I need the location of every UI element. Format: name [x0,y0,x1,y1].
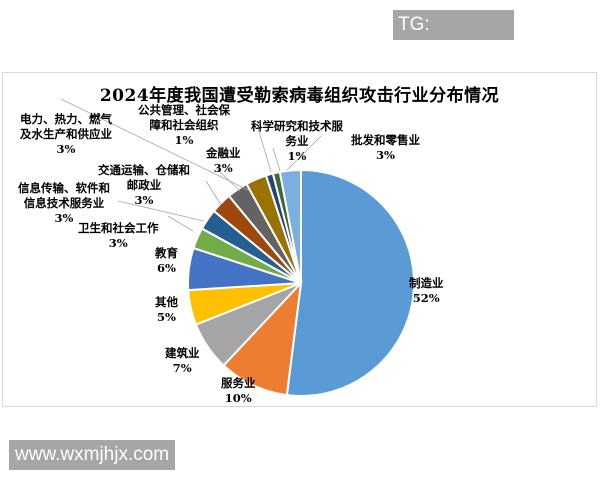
leader-lines [60,98,322,232]
leader-line-science [272,147,281,172]
label-education: 教育 6% [155,246,178,275]
chart-frame: 2024年度我国遭受勒索病毒组织攻击行业分布情况 制造业 52% 服务业 10%… [2,72,597,407]
watermark-top-right: TG: MYYJJPP [393,10,514,65]
label-other: 其他 5% [155,295,178,324]
bottom-area: www.wxmjhjx.com [0,407,600,480]
label-public: 公共管理、社会保 障和社会组织 1% [138,103,230,147]
pie-slices [187,168,415,397]
label-transport: 交通运输、仓储和 邮政业 3% [98,163,190,207]
pie-chart [60,98,415,397]
pie-slice [285,168,415,397]
leader-line-retail [286,135,322,171]
label-health: 卫生和社会工作 3% [78,221,159,250]
leader-line-it [117,200,205,222]
leader-line-transport [205,180,222,206]
label-construction: 建筑业 7% [165,346,200,375]
leader-line-finance [215,167,241,192]
label-services: 服务业 10% [221,376,256,405]
label-manufacturing: 制造业 52% [409,276,444,305]
label-utilities: 电力、热力、燃气 及水生产和供应业 3% [20,112,112,156]
watermark-bottom-left: www.wxmjhjx.com [9,440,176,470]
pie-slice [278,168,302,284]
leader-line-utilities [60,98,249,191]
chart-title: 2024年度我国遭受勒索病毒组织攻击行业分布情况 [99,86,500,106]
label-finance: 金融业 3% [206,146,241,175]
leader-line-health [167,215,194,232]
label-science: 科学研究和技术服 务业 1% [251,119,343,163]
label-retail: 批发和零售业 3% [351,133,420,162]
leader-line-public [257,127,272,173]
label-it: 信息传输、软件和 信息技术服务业 3% [18,181,110,225]
pie-slice [222,280,303,397]
